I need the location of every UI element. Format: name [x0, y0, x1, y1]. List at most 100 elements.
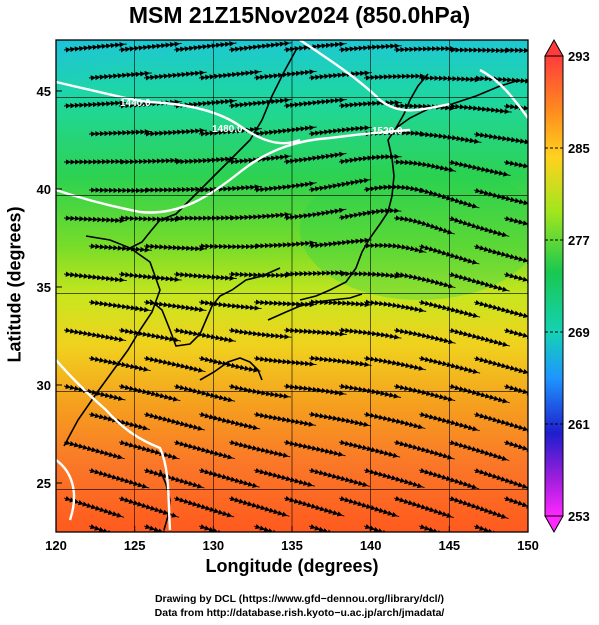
streamline [88, 355, 151, 372]
height-contours [56, 40, 528, 531]
streamline [198, 299, 262, 311]
streamline [118, 271, 182, 283]
colorbar: 293 285 277 269 261 253 [544, 38, 590, 534]
streamline [144, 186, 208, 193]
streamline [363, 299, 427, 313]
streamline [64, 158, 128, 165]
streamline [393, 439, 455, 460]
streamline [393, 271, 456, 289]
streamline [253, 355, 317, 367]
x-tick-label: 135 [281, 538, 303, 553]
x-tick-label: 130 [202, 538, 224, 553]
y-axis-label: Latitude (degrees) [4, 206, 25, 363]
streamline [448, 439, 510, 461]
streamline [88, 243, 152, 253]
streamline [173, 495, 235, 518]
streamline [473, 468, 528, 491]
streamline [448, 271, 510, 292]
streamline [503, 327, 528, 348]
streamline [118, 439, 180, 460]
streamline [253, 69, 317, 81]
y-tick-label: 30 [37, 378, 51, 393]
streamline [143, 467, 205, 489]
streamline [338, 99, 402, 109]
streamline [118, 157, 183, 165]
streamline [228, 495, 290, 517]
streamline [173, 327, 237, 343]
colorbar-bottom-triangle [544, 515, 564, 534]
streamline [253, 181, 317, 193]
grid-lines [56, 40, 528, 532]
streamline [473, 524, 528, 532]
streamline [88, 523, 147, 532]
streamline [338, 207, 402, 221]
y-tick-label: 25 [37, 476, 51, 491]
streamline [473, 131, 528, 146]
streamline [473, 243, 528, 264]
x-tick-label: 150 [517, 538, 539, 553]
streamline [308, 523, 368, 532]
streamline [448, 215, 510, 238]
streamline [143, 128, 207, 137]
streamline [308, 411, 371, 427]
streamline [393, 159, 457, 173]
streamline [198, 355, 261, 373]
x-tick-label: 145 [438, 538, 460, 553]
streamline [173, 41, 237, 53]
streamline [228, 439, 291, 458]
streamline [253, 467, 316, 487]
streamline [173, 383, 236, 403]
streamline [473, 75, 528, 84]
streamline [503, 383, 528, 405]
x-tick-label: 125 [124, 538, 146, 553]
streamline [283, 41, 347, 53]
streamline [338, 495, 400, 518]
streamline [308, 467, 370, 487]
streamline [198, 69, 262, 81]
streamline [173, 439, 235, 460]
streamline [363, 73, 428, 81]
streamline [118, 215, 183, 223]
streamline [393, 45, 457, 53]
streamline [88, 129, 152, 137]
streamline [473, 355, 528, 376]
streamline [308, 70, 372, 81]
streamline [308, 237, 372, 249]
streamline [228, 327, 292, 340]
streamline [198, 126, 262, 137]
streamline [503, 215, 528, 234]
streamline [228, 212, 292, 221]
streamline [338, 327, 402, 340]
streamline [118, 41, 182, 53]
streamline [393, 383, 456, 402]
streamline [283, 439, 346, 457]
streamline [253, 523, 313, 532]
credit-data: Data from http://database.rish.kyoto−u.a… [154, 607, 445, 619]
colorbar-tick-label: 277 [568, 233, 590, 248]
streamline [418, 131, 482, 144]
streamline [63, 439, 125, 460]
x-axis: 120 125 130 135 140 145 150 [45, 526, 539, 553]
contour-label-1520: 1520.0 [372, 126, 403, 137]
streamline [63, 100, 127, 109]
streamline [173, 214, 238, 221]
streamline [338, 439, 401, 458]
streamline [228, 271, 293, 279]
streamline [143, 70, 207, 81]
streamline [503, 439, 528, 462]
credit-drawing: Drawing by DCL (https://www.gfd−dennou.o… [154, 593, 445, 605]
streamline [473, 187, 528, 207]
streamline [363, 242, 427, 254]
streamline [283, 207, 347, 221]
contour-label-1480: 1480.0 [212, 124, 243, 135]
streamline [88, 411, 151, 431]
streamline [88, 187, 152, 194]
streamline [253, 125, 317, 137]
streamline [198, 467, 260, 488]
y-axis: 25 30 35 40 45 [37, 84, 62, 491]
streamline [503, 159, 528, 175]
streamline [228, 383, 292, 399]
streamline [363, 523, 422, 532]
streamline [418, 524, 477, 532]
streamline [63, 271, 127, 283]
